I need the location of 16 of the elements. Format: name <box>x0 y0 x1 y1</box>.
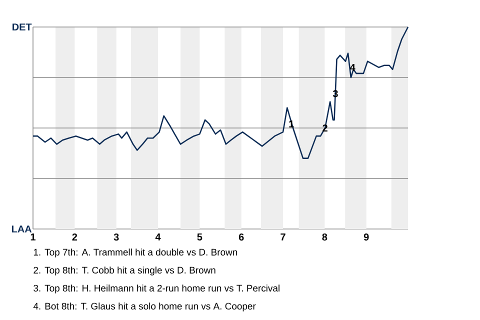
x-tick-label: 5 <box>197 234 202 240</box>
text: 4. Bot 8th: T. Glaus hit a solo home run vs A. Cooper <box>33 302 256 312</box>
x-tick-label: 7 <box>280 234 286 240</box>
text: LAA <box>12 226 32 232</box>
annotation: 4 <box>350 64 356 71</box>
x-tick-label: 6 <box>238 234 244 241</box>
x-tick-label: 4 <box>155 234 161 240</box>
x-tick-label: 1 <box>30 234 36 240</box>
text: 2. Top 8th: T. Cobb hit a single vs D. Brown <box>34 266 216 276</box>
x-tick-label: 8 <box>322 234 328 241</box>
x-tick-label: 3 <box>114 234 119 241</box>
x-tick-label: 9 <box>364 234 369 241</box>
x-tick-label: 2 <box>72 234 78 240</box>
text: DET <box>12 24 32 30</box>
text: 1. Top 7th: A. Trammell hit a double vs D. Brown <box>34 248 238 258</box>
text: 3. Top 8th: H. Heilmann hit a 2-run home run vs T. Percival <box>34 284 280 294</box>
